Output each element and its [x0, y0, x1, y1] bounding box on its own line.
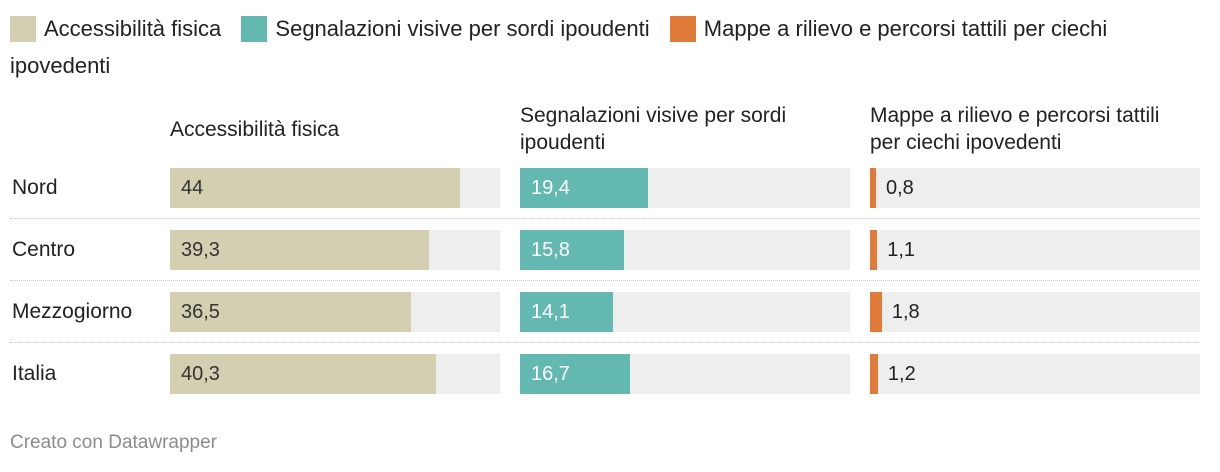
bar — [520, 354, 631, 394]
legend-label: Segnalazioni visive per sordi ipoudenti — [275, 16, 650, 41]
bar-track: 44 — [170, 168, 500, 208]
row-label: Nord — [12, 176, 58, 199]
bar — [520, 230, 625, 270]
bar-track: 36,5 — [170, 292, 500, 332]
row-label: Italia — [12, 362, 57, 385]
bar — [520, 292, 614, 332]
bar-track: 14,1 — [520, 292, 850, 332]
column-header-accessibilita: Accessibilità fisica — [170, 118, 340, 141]
data-label: 1,8 — [891, 301, 920, 323]
legend-swatch-accessibilita — [10, 16, 36, 42]
row-label: Mezzogiorno — [12, 300, 133, 323]
bar-track: 0,8 — [870, 168, 1200, 208]
column-header-segnalazioni: Segnalazioni visive per sordi ipoudenti — [520, 104, 787, 154]
bar — [170, 168, 461, 208]
datawrapper-credit: Creato con Datawrapper — [10, 432, 217, 453]
data-label: 1,2 — [887, 363, 916, 385]
bar — [170, 230, 430, 270]
bar-track: 16,7 — [520, 354, 850, 394]
data-label: 19,4 — [531, 177, 570, 199]
bar — [870, 354, 878, 394]
bar-track: 40,3 — [170, 354, 500, 394]
bar-track: 19,4 — [520, 168, 850, 208]
bar-track: 39,3 — [170, 230, 500, 270]
data-label: 15,8 — [531, 239, 570, 261]
bar-track: 1,2 — [870, 354, 1200, 394]
bar — [170, 354, 436, 394]
legend-label: Mappe a rilievo e percorsi tattili per c… — [10, 16, 1108, 78]
data-label: 44 — [181, 177, 204, 199]
bar-track: 1,1 — [870, 230, 1200, 270]
legend-item-mappe: Mappe a rilievo e percorsi tattili per c… — [10, 16, 1107, 78]
bar-track: 15,8 — [520, 230, 850, 270]
data-label: 1,1 — [887, 239, 916, 261]
legend: Accessibilità fisica Segnalazioni visive… — [10, 10, 1210, 84]
legend-item-segnalazioni: Segnalazioni visive per sordi ipoudenti — [241, 16, 650, 42]
data-label: 40,3 — [181, 363, 220, 385]
bar — [520, 168, 649, 208]
bar — [870, 292, 882, 332]
row-separator — [10, 280, 1200, 281]
data-label: 16,7 — [531, 363, 570, 385]
data-label: 39,3 — [181, 239, 220, 261]
bar — [170, 292, 411, 332]
column-header-mappe: Mappe a rilievo e percorsi tattili per c… — [870, 104, 1160, 154]
data-label: 36,5 — [181, 301, 220, 323]
bar-track: 1,8 — [870, 292, 1200, 332]
data-label: 0,8 — [886, 177, 914, 199]
legend-swatch-mappe — [669, 16, 696, 42]
legend-swatch-segnalazioni — [241, 16, 268, 42]
data-label: 14,1 — [531, 301, 570, 323]
legend-label: Accessibilità fisica — [44, 16, 222, 41]
row-label: Centro — [12, 238, 76, 261]
legend-item-accessibilita: Accessibilità fisica — [10, 16, 222, 42]
row-separator — [10, 218, 1200, 219]
row-separator — [10, 342, 1200, 343]
bar — [870, 230, 878, 270]
bar — [870, 168, 876, 208]
